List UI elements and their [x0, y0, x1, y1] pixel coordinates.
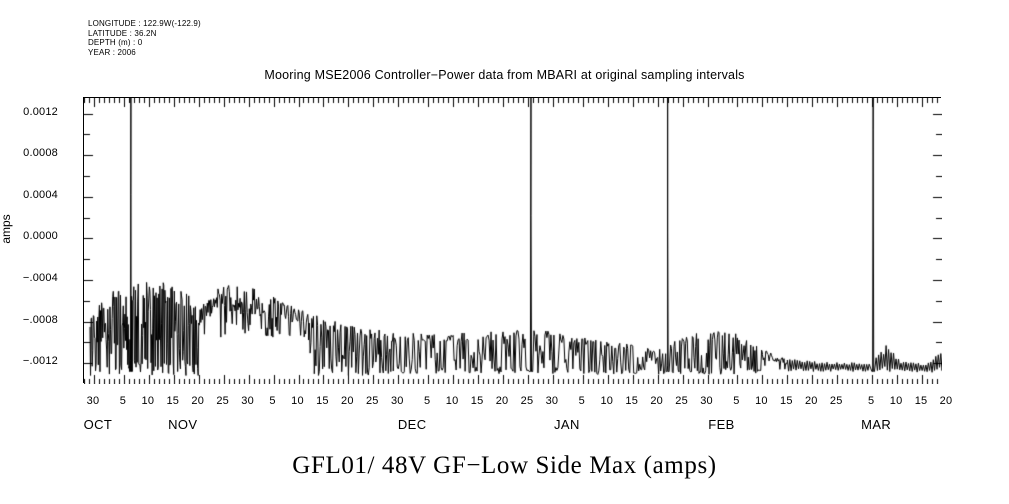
y-tick-label: −.0004 — [22, 272, 58, 284]
chart-title: Mooring MSE2006 Controller−Power data fr… — [264, 68, 745, 82]
x-tick-label: 5 — [424, 395, 431, 407]
y-tick-label: 0.0012 — [23, 105, 58, 118]
x-tick-label: 10 — [600, 395, 614, 407]
month-label: JAN — [553, 417, 580, 432]
x-tick-label: 30 — [390, 395, 404, 407]
x-tick-label: 30 — [700, 395, 713, 407]
x-tick-label: 20 — [341, 395, 354, 407]
y-tick-label: −.0008 — [22, 313, 58, 326]
plot-caption: GFL01/ 48V GF−Low Side Max (amps) — [292, 452, 717, 479]
x-tick-label: 10 — [889, 395, 903, 407]
x-tick-label: 25 — [829, 395, 843, 407]
x-tick-label: 10 — [755, 395, 768, 407]
month-label: FEB — [708, 417, 735, 432]
x-tick-label: 5 — [733, 395, 740, 407]
x-tick-label: 15 — [316, 395, 329, 407]
timeseries-plot-canvas — [84, 98, 942, 384]
x-tick-label: 30 — [86, 395, 100, 407]
y-tick-label: 0.0004 — [23, 188, 58, 201]
x-tick-label: 20 — [495, 395, 509, 407]
x-tick-label: 30 — [241, 395, 254, 407]
y-axis-title: amps — [0, 214, 13, 244]
x-tick-label: 25 — [675, 395, 688, 407]
metadata-latitude: LATITUDE : 36.2N — [88, 28, 157, 38]
y-tick-label: 0.0008 — [23, 147, 58, 160]
x-tick-label: 30 — [545, 395, 559, 407]
month-label: DEC — [397, 417, 427, 432]
x-tick-label: 25 — [216, 395, 229, 407]
month-label: OCT — [83, 417, 113, 432]
x-tick-label: 10 — [445, 395, 459, 407]
x-tick-label: 15 — [625, 395, 639, 407]
x-tick-label: 15 — [470, 395, 484, 407]
x-tick-label: 5 — [269, 395, 276, 407]
metadata-year: YEAR : 2006 — [88, 47, 136, 57]
metadata-header: LONGITUDE : 122.9W(-122.9) LATITUDE : 36… — [88, 19, 201, 57]
x-tick-label: 15 — [780, 395, 793, 407]
metadata-depth: DEPTH (m) : 0 — [88, 38, 143, 48]
x-tick-label: 20 — [804, 395, 818, 407]
month-label: NOV — [168, 417, 198, 432]
x-tick-label: 5 — [578, 395, 585, 407]
month-label: MAR — [861, 417, 892, 432]
x-tick-label: 25 — [365, 395, 379, 407]
y-tick-label: 0.0000 — [23, 230, 58, 243]
metadata-longitude: LONGITUDE : 122.9W(-122.9) — [88, 19, 201, 28]
x-tick-label: 20 — [191, 395, 205, 407]
x-tick-label: 5 — [867, 395, 875, 407]
x-tick-label: 15 — [914, 395, 928, 407]
plot-area — [83, 97, 942, 384]
x-tick-label: 20 — [939, 395, 953, 407]
x-tick-label: 10 — [291, 395, 304, 407]
x-tick-label: 20 — [650, 395, 663, 407]
x-tick-label: 10 — [141, 395, 155, 407]
x-tick-label: 5 — [119, 395, 127, 407]
x-tick-label: 15 — [166, 395, 180, 407]
x-tick-label: 25 — [520, 395, 534, 407]
y-tick-label: −.0012 — [22, 355, 58, 368]
